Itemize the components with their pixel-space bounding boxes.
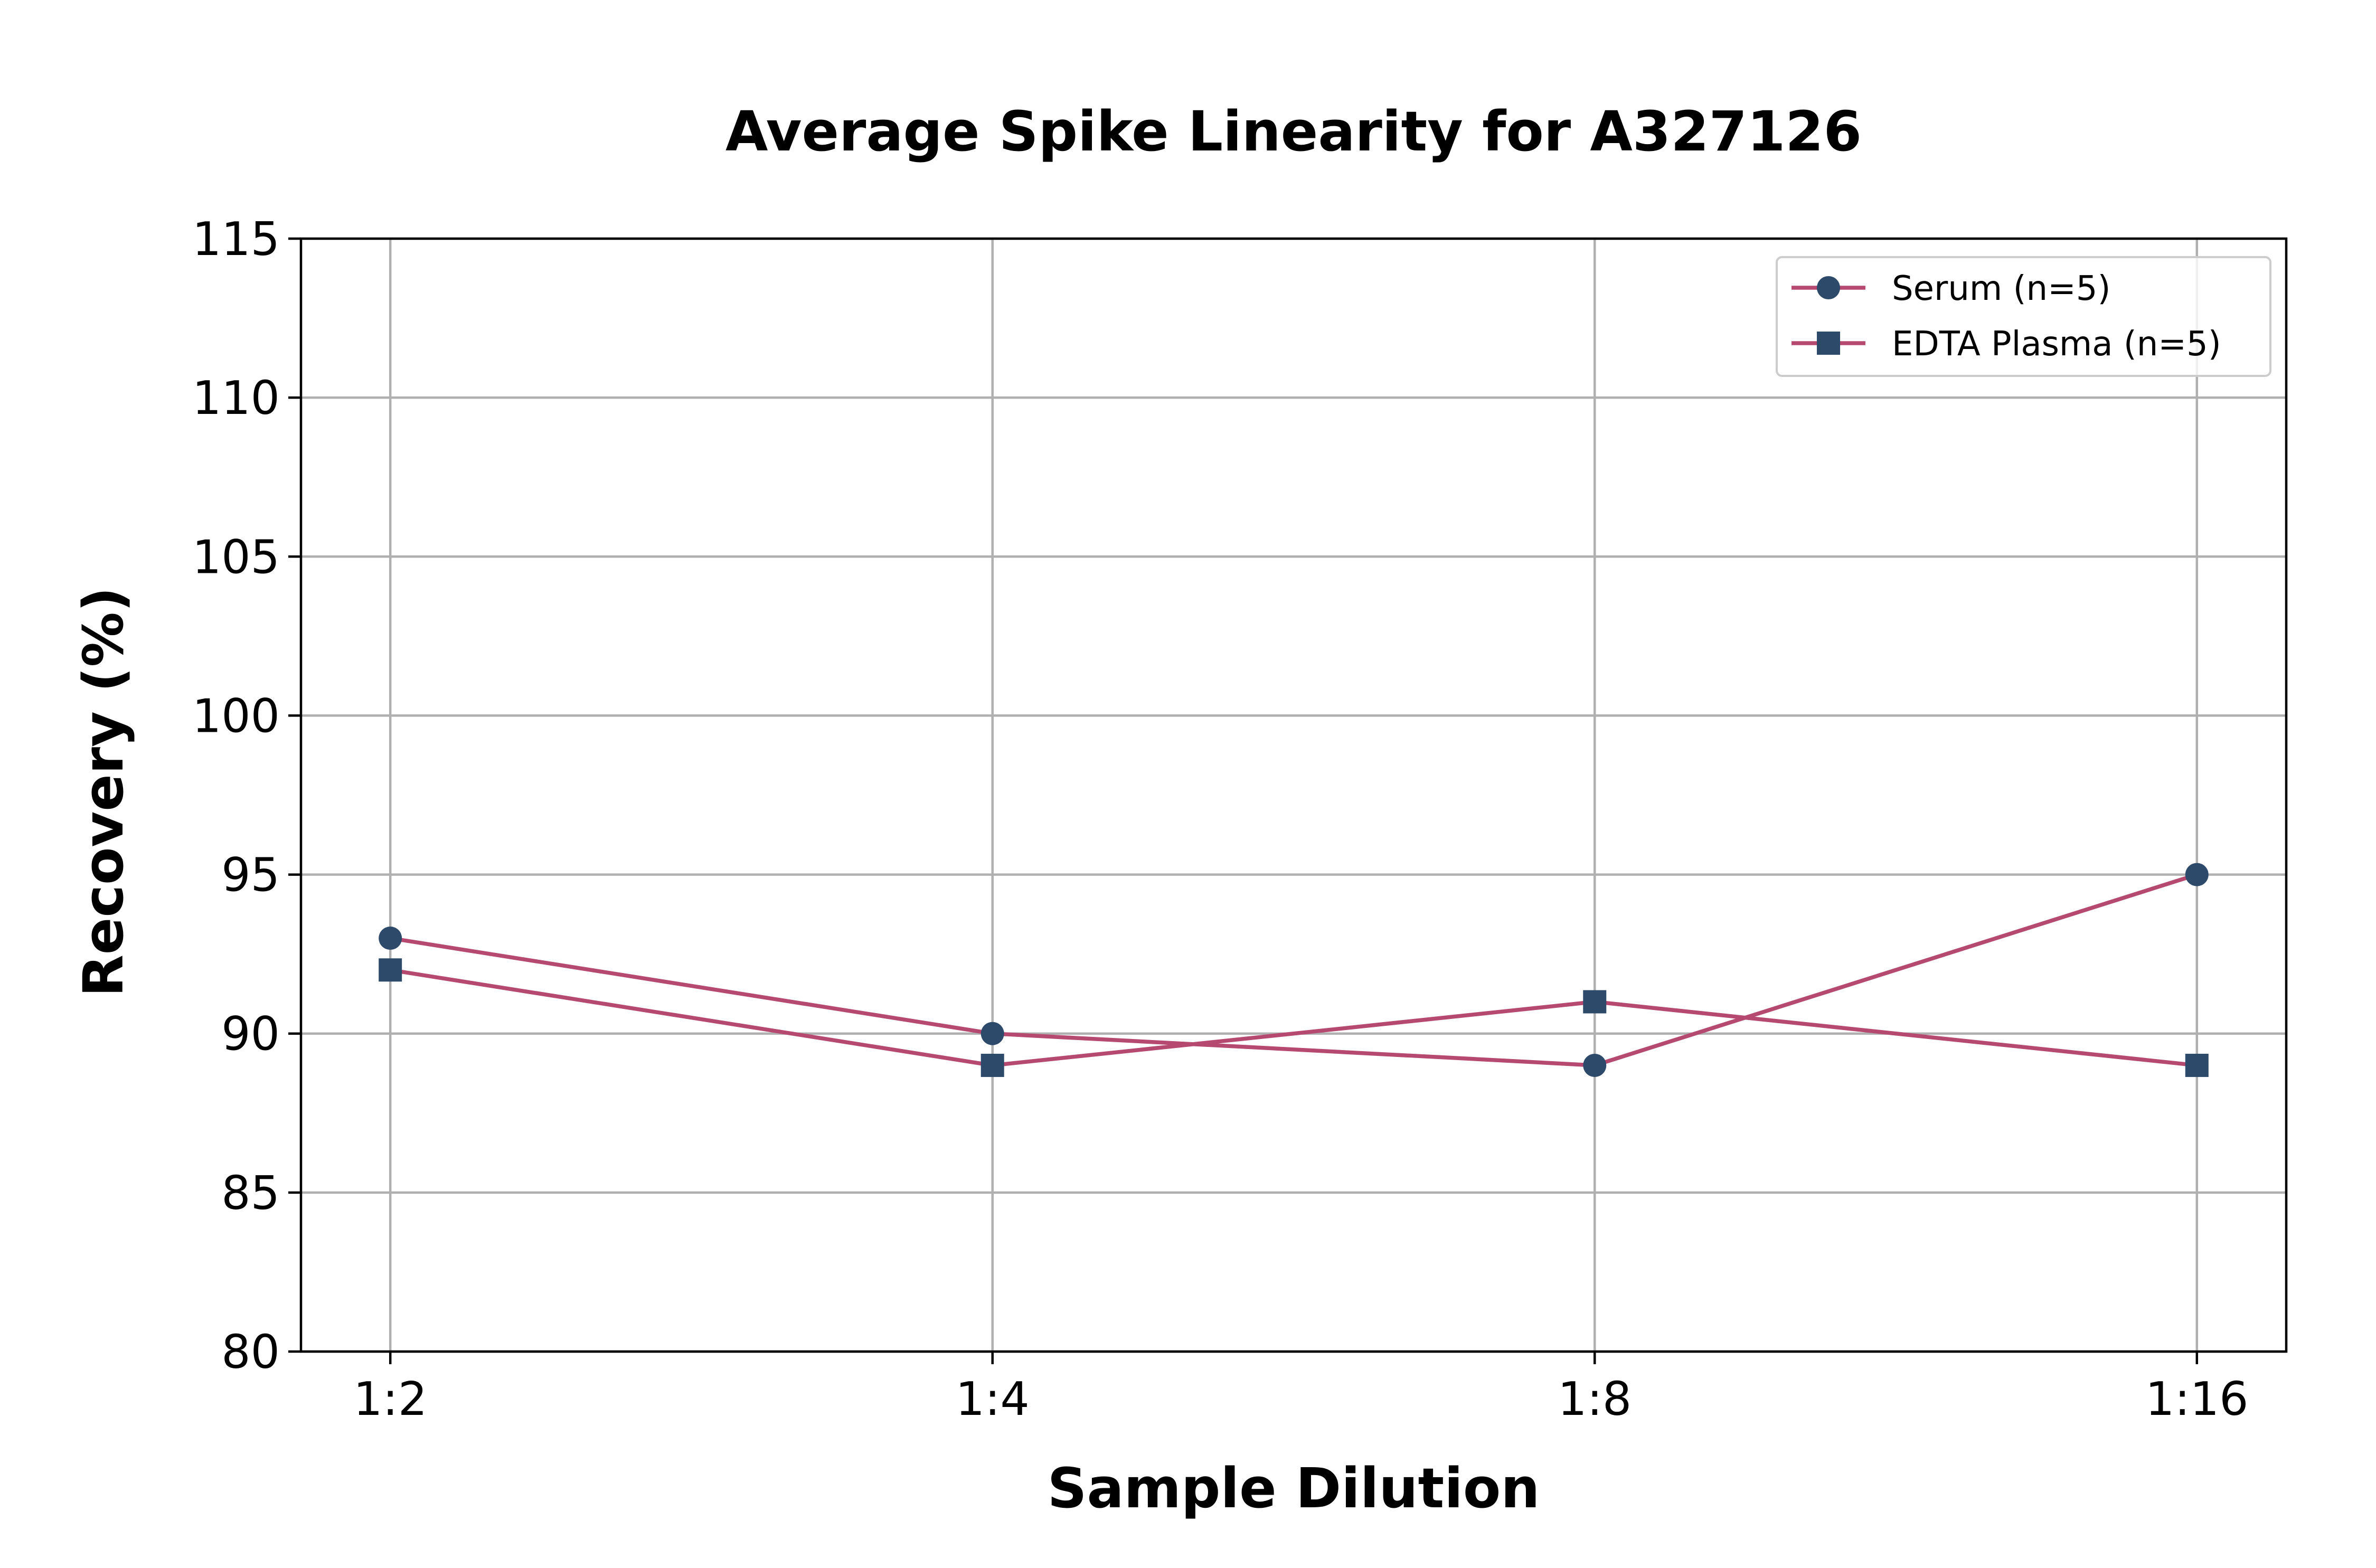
x-tick-label: 1:4 xyxy=(956,1372,1030,1426)
legend-label: Serum (n=5) xyxy=(1892,269,2110,308)
legend-item: EDTA Plasma (n=5) xyxy=(1792,325,2221,364)
plot-frame xyxy=(299,237,2288,1353)
data-point xyxy=(1583,990,1607,1014)
data-point xyxy=(379,958,402,982)
series-2 xyxy=(379,958,2209,1077)
data-point xyxy=(2185,1053,2209,1077)
chart-title: Average Spike Linearity for A327126 xyxy=(725,99,1862,164)
data-point xyxy=(1583,1053,1607,1077)
y-tick-label: 105 xyxy=(192,530,280,584)
x-axis-ticks: 1:2 1:4 1:8 1:16 xyxy=(353,1352,2248,1426)
legend: Serum (n=5) EDTA Plasma (n=5) xyxy=(1776,256,2271,377)
x-tick-label: 1:2 xyxy=(353,1372,427,1426)
series-layer xyxy=(379,863,2209,1077)
series-line xyxy=(390,872,2198,1068)
legend-label: EDTA Plasma (n=5) xyxy=(1892,325,2221,364)
data-point xyxy=(980,1053,1004,1077)
legend-marker xyxy=(1817,276,1840,299)
y-tick-label: 90 xyxy=(221,1007,280,1061)
y-axis-ticks: 80 85 90 95 100 105 110 115 xyxy=(192,212,301,1379)
y-tick-label: 85 xyxy=(221,1166,280,1220)
x-tick-label: 1:8 xyxy=(1558,1372,1632,1426)
y-tick-label: 115 xyxy=(192,212,280,266)
y-tick-label: 80 xyxy=(221,1325,280,1379)
data-point xyxy=(2185,863,2209,886)
y-tick-label: 110 xyxy=(192,371,280,425)
legend-marker xyxy=(1817,332,1840,355)
x-axis-label: Sample Dilution xyxy=(1048,1456,1540,1520)
y-tick-label: 100 xyxy=(192,689,280,743)
series-line xyxy=(390,968,2198,1068)
legend-box xyxy=(1776,256,2271,377)
data-point xyxy=(980,1022,1004,1045)
series-1 xyxy=(379,863,2209,1077)
legend-item: Serum (n=5) xyxy=(1792,269,2110,308)
y-tick-label: 95 xyxy=(221,848,280,902)
data-point xyxy=(379,927,402,950)
y-axis-label: Recovery (%) xyxy=(71,587,136,997)
x-tick-label: 1:16 xyxy=(2145,1372,2248,1426)
